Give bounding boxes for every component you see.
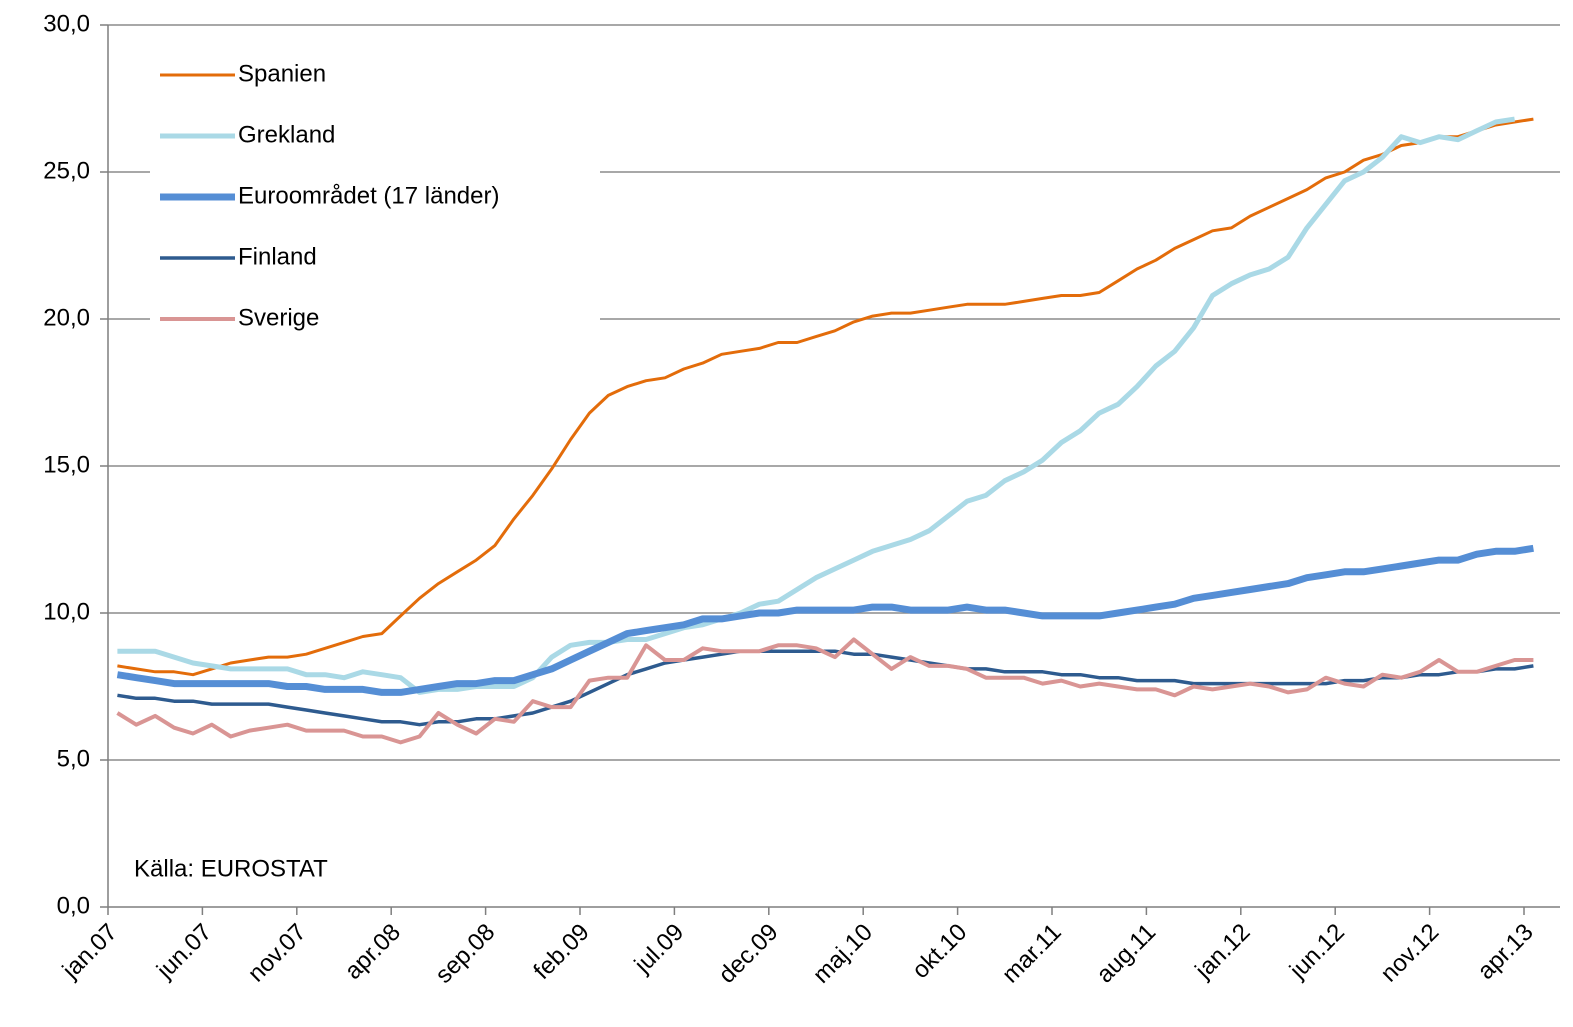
x-tick-label: apr.13 <box>1472 919 1538 985</box>
y-tick-label: 10,0 <box>43 598 90 625</box>
legend-background <box>150 40 600 345</box>
y-tick-label: 0,0 <box>57 892 90 919</box>
x-tick-label: jan.07 <box>57 919 123 985</box>
x-tick-label: mar.11 <box>997 919 1067 989</box>
x-tick-label: nov.12 <box>1376 919 1445 988</box>
series-line <box>116 637 1534 745</box>
x-tick-label: feb.09 <box>528 919 594 985</box>
legend-label: Finland <box>238 243 317 270</box>
x-tick-label: jan.12 <box>1189 919 1255 985</box>
y-tick-label: 25,0 <box>43 157 90 184</box>
legend-label: Sverige <box>238 304 319 331</box>
series-line <box>117 116 1515 695</box>
x-tick-label: dec.09 <box>713 919 783 989</box>
x-tick-label: aug.11 <box>1091 919 1161 989</box>
y-tick-label: 30,0 <box>43 10 90 37</box>
x-tick-label: jun.07 <box>151 919 217 985</box>
x-tick-label: jul.09 <box>629 919 689 979</box>
x-tick-label: maj.10 <box>808 919 878 989</box>
x-tick-label: nov.07 <box>243 919 312 988</box>
x-tick-label: apr.08 <box>340 919 406 985</box>
series-line <box>116 544 1534 696</box>
legend-label: Euroområdet (17 länder) <box>238 182 499 209</box>
series-line <box>117 117 1534 677</box>
source-note: Källa: EUROSTAT <box>134 855 328 882</box>
legend-label: Grekland <box>238 121 335 148</box>
x-tick-label: sep.08 <box>430 919 500 989</box>
x-tick-label: jun.12 <box>1284 919 1350 985</box>
x-tick-label: okt.10 <box>907 919 972 984</box>
y-tick-label: 20,0 <box>43 304 90 331</box>
y-tick-label: 5,0 <box>57 745 90 772</box>
legend-label: Spanien <box>238 60 326 87</box>
y-tick-label: 15,0 <box>43 451 90 478</box>
